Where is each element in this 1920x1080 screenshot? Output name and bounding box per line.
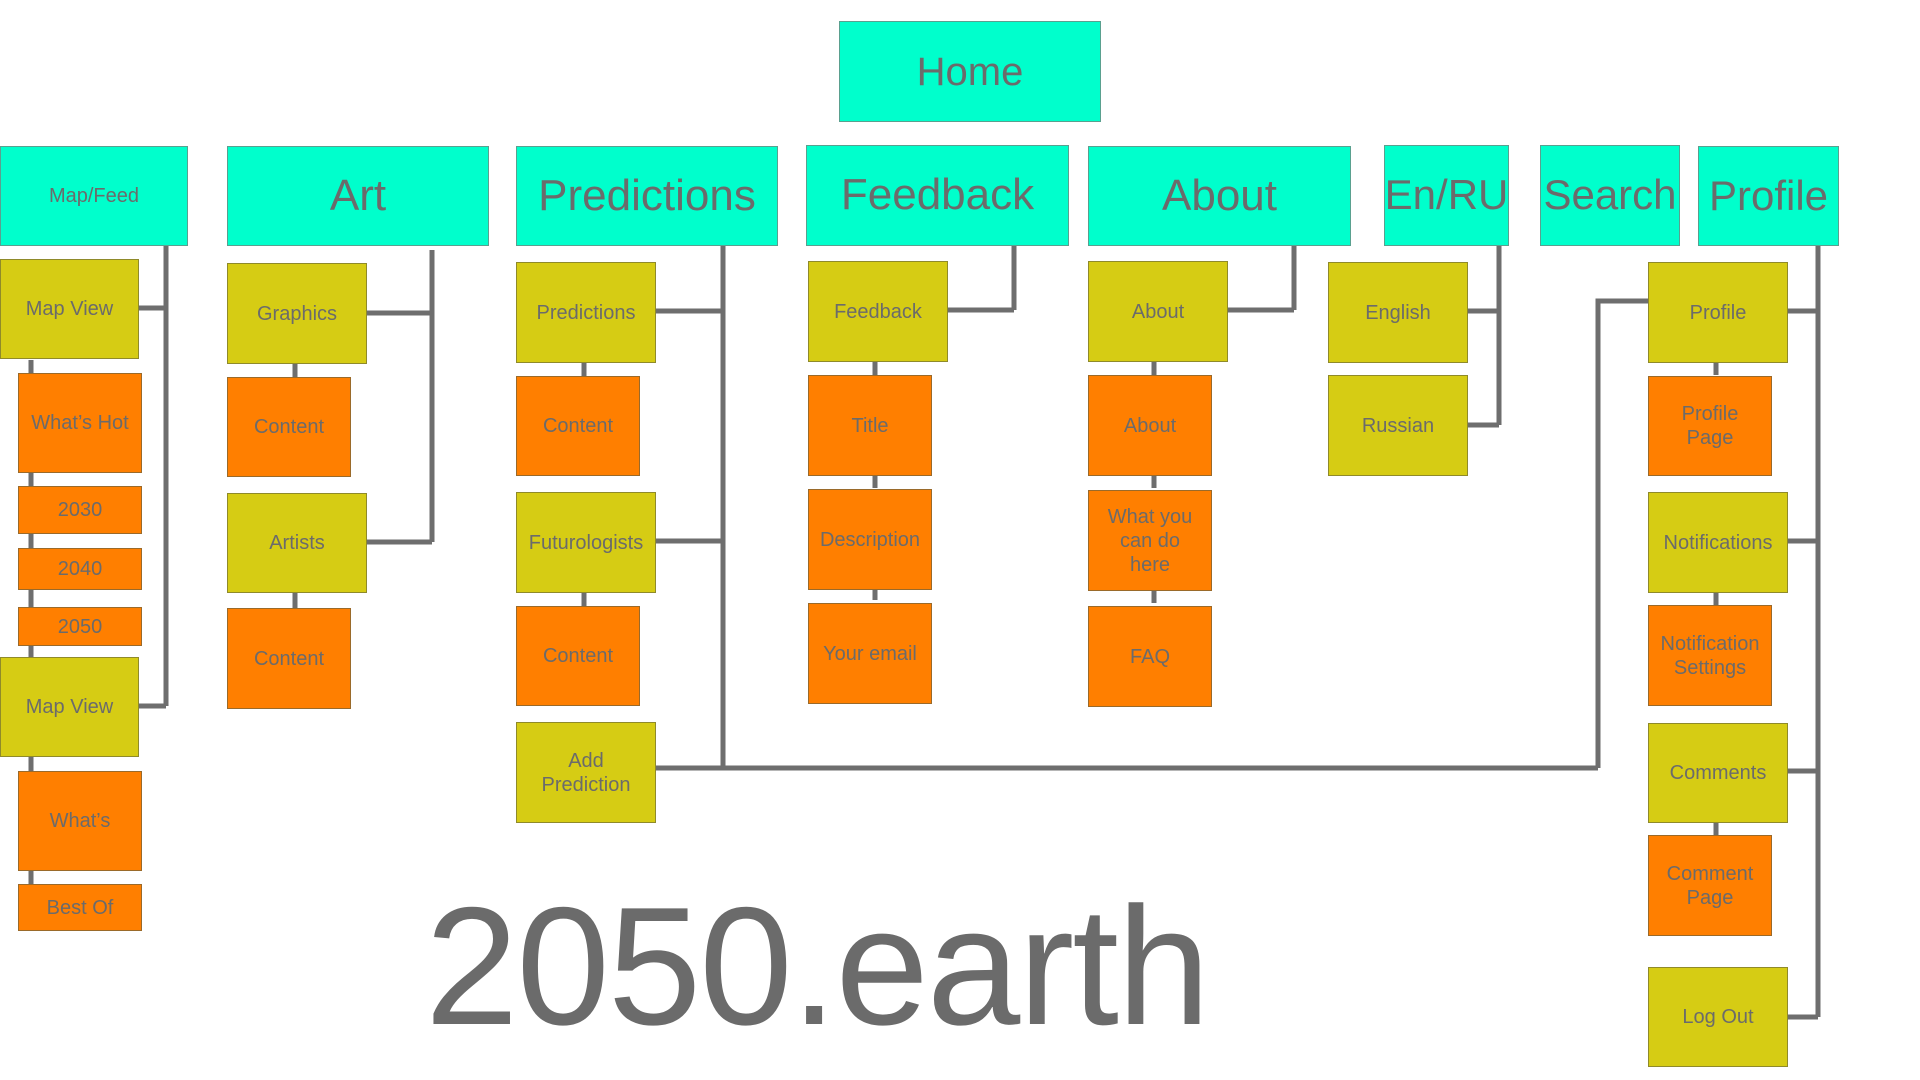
add-prediction-node[interactable]: Add Prediction bbox=[516, 722, 656, 823]
whats-node[interactable]: What’s bbox=[18, 771, 142, 871]
home-node[interactable]: Home bbox=[839, 21, 1101, 122]
connector-profile bbox=[1595, 244, 1821, 1020]
nav-about[interactable]: About bbox=[1088, 146, 1351, 246]
russian-node[interactable]: Russian bbox=[1328, 375, 1468, 476]
artists-node[interactable]: Artists bbox=[227, 493, 367, 593]
map-view-1-node[interactable]: Map View bbox=[0, 259, 139, 359]
brand-title: 2050.earth bbox=[425, 872, 1210, 1060]
connector-language bbox=[1463, 244, 1502, 428]
connector-art bbox=[292, 250, 435, 608]
predictions-content-1-node[interactable]: Content bbox=[516, 376, 640, 476]
comments-node[interactable]: Comments bbox=[1648, 723, 1788, 823]
art-content-1-node[interactable]: Content bbox=[227, 377, 351, 477]
notification-settings-node[interactable]: Notification Settings bbox=[1648, 605, 1772, 706]
faq-node[interactable]: FAQ bbox=[1088, 606, 1212, 707]
about-node[interactable]: About bbox=[1088, 261, 1228, 362]
predictions-content-2-node[interactable]: Content bbox=[516, 606, 640, 706]
nav-map-feed[interactable]: Map/Feed bbox=[0, 146, 188, 246]
year-2050-node[interactable]: 2050 bbox=[18, 607, 142, 646]
notifications-node[interactable]: Notifications bbox=[1648, 492, 1788, 593]
english-node[interactable]: English bbox=[1328, 262, 1468, 363]
connector-about bbox=[1151, 244, 1297, 603]
nav-en-ru[interactable]: En/RU bbox=[1384, 145, 1509, 246]
feedback-title-node[interactable]: Title bbox=[808, 375, 932, 476]
comment-page-node[interactable]: Comment Page bbox=[1648, 835, 1772, 936]
profile-node[interactable]: Profile bbox=[1648, 262, 1788, 363]
nav-profile[interactable]: Profile bbox=[1698, 146, 1839, 246]
year-2030-node[interactable]: 2030 bbox=[18, 486, 142, 534]
about-page-node[interactable]: About bbox=[1088, 375, 1212, 476]
year-2040-node[interactable]: 2040 bbox=[18, 548, 142, 590]
what-you-can-do-node[interactable]: What you can do here bbox=[1088, 490, 1212, 591]
nav-search[interactable]: Search bbox=[1540, 145, 1680, 246]
nav-predictions[interactable]: Predictions bbox=[516, 146, 778, 246]
art-content-2-node[interactable]: Content bbox=[227, 608, 351, 709]
graphics-node[interactable]: Graphics bbox=[227, 263, 367, 364]
profile-page-node[interactable]: Profile Page bbox=[1648, 376, 1772, 476]
best-of-node[interactable]: Best Of bbox=[18, 884, 142, 931]
feedback-description-node[interactable]: Description bbox=[808, 489, 932, 590]
connector-mapfeed bbox=[138, 244, 169, 709]
log-out-node[interactable]: Log Out bbox=[1648, 967, 1788, 1067]
feedback-node[interactable]: Feedback bbox=[808, 261, 948, 362]
feedback-email-node[interactable]: Your email bbox=[808, 603, 932, 704]
connector-feedback bbox=[872, 244, 1017, 600]
nav-art[interactable]: Art bbox=[227, 146, 489, 246]
futurologists-node[interactable]: Futurologists bbox=[516, 492, 656, 593]
predictions-node[interactable]: Predictions bbox=[516, 262, 656, 363]
connector-predictions bbox=[581, 244, 1598, 771]
map-view-2-node[interactable]: Map View bbox=[0, 657, 139, 757]
whats-hot-node[interactable]: What’s Hot bbox=[18, 373, 142, 473]
nav-feedback[interactable]: Feedback bbox=[806, 145, 1069, 246]
